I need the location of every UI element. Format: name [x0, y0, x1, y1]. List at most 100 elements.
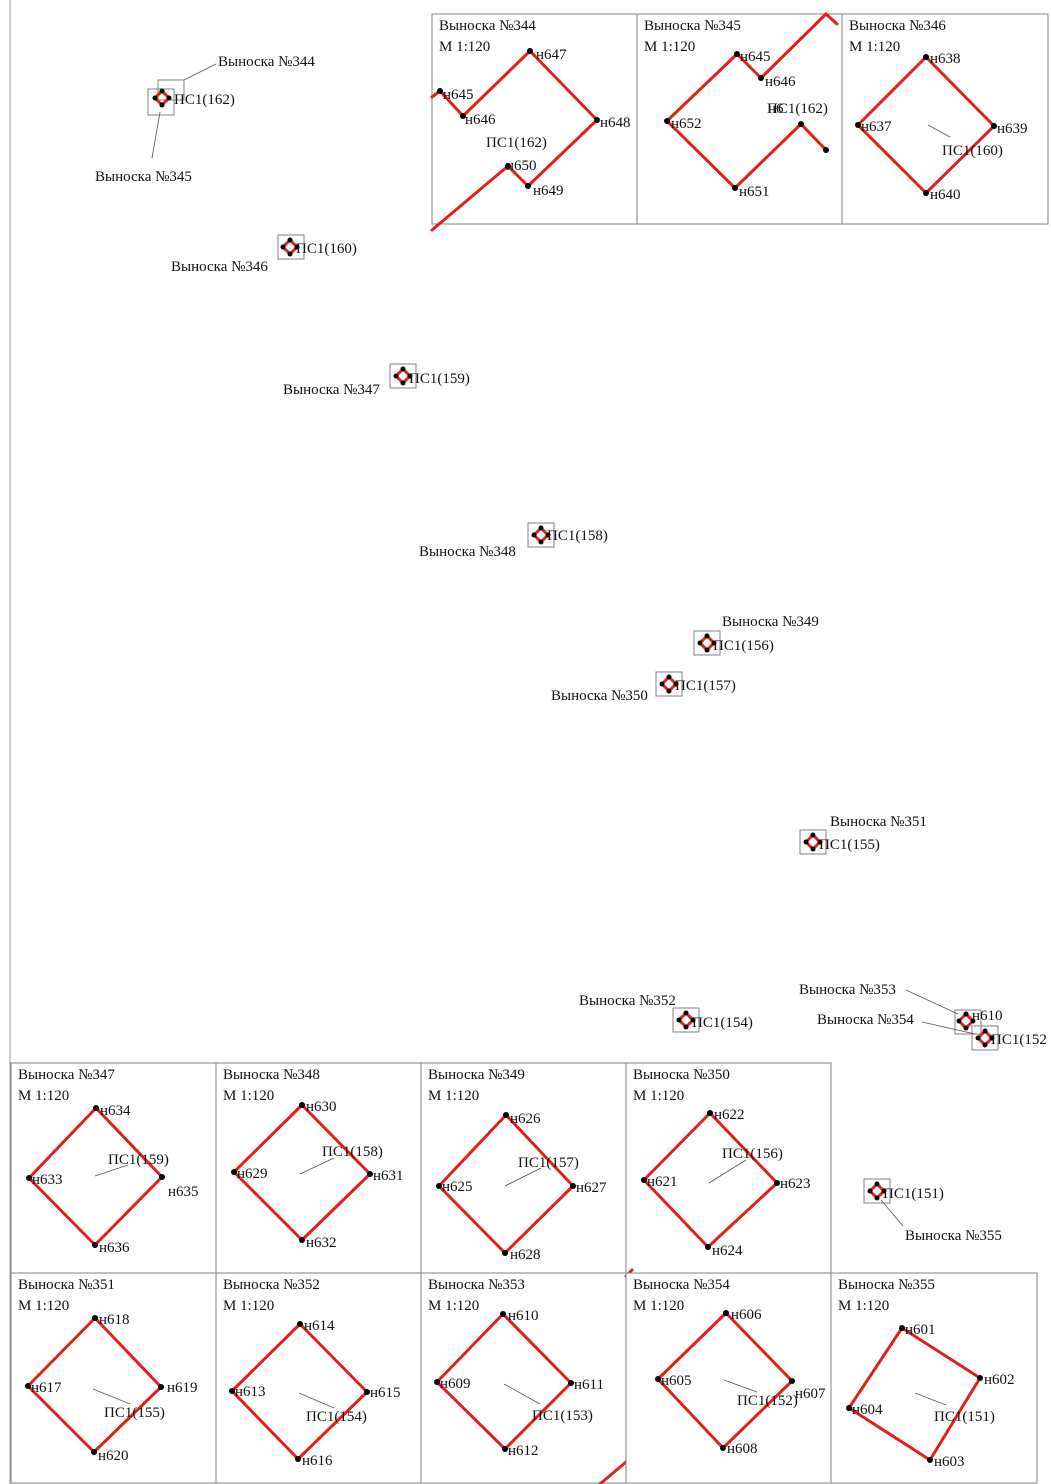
- parcel-boundary: [799, 122, 828, 152]
- plot-vertex: [817, 839, 823, 845]
- plot-label: ПС1(160): [296, 241, 357, 257]
- parcel-boundary: [93, 1316, 163, 1389]
- vertex-label: н646: [465, 112, 496, 128]
- plot-vertex: [704, 633, 710, 639]
- panel-title: Выноска №344: [439, 18, 536, 34]
- plot-vertex: [810, 832, 816, 838]
- parcel-boundary: [706, 1181, 779, 1249]
- vertex-label: н627: [576, 1180, 607, 1196]
- plot-vertex: [963, 1025, 969, 1031]
- plot-label: н610: [972, 1008, 1003, 1024]
- parcel-boundary: [437, 1184, 507, 1255]
- vertex-label: н612: [508, 1443, 539, 1459]
- vertex-label: н635: [168, 1184, 199, 1200]
- panel-title: Выноска №354: [633, 1277, 730, 1293]
- callout-label: Выноска №353: [799, 982, 896, 998]
- parcel-boundary: [230, 1389, 300, 1461]
- parcel-boundary: [435, 1312, 505, 1384]
- vertex-label: н634: [100, 1103, 131, 1119]
- overview-plot: ПС1(154): [672, 1007, 753, 1033]
- parcel-boundary: [300, 1103, 372, 1176]
- vertex-point: [437, 88, 443, 94]
- plot-label: ПС1(151): [883, 1186, 944, 1202]
- vertex-point: [923, 190, 929, 196]
- parcel-boundary: [847, 1326, 904, 1410]
- plot-vertex: [683, 1024, 689, 1030]
- plot-vertex: [803, 839, 809, 845]
- callout-panel: Выноска №347 М 1:120 н633 н634 н635 н636 ПС1(1…: [10, 1062, 217, 1274]
- vertex-point: [655, 1376, 661, 1382]
- plot-vertex: [874, 1181, 880, 1187]
- vertex-label: н601: [905, 1322, 936, 1338]
- plot-vertex: [982, 1028, 988, 1034]
- panel-frame: [431, 13, 638, 225]
- panel-scale: М 1:120: [223, 1298, 274, 1314]
- callout-label: Выноска №347: [283, 382, 380, 398]
- panel-scale: М 1:120: [428, 1088, 479, 1104]
- plot-label: ПС1(158): [547, 528, 608, 544]
- vertex-point: [295, 1456, 301, 1462]
- vertex-label: н628: [510, 1247, 541, 1263]
- parcel-label: ПС1(152): [737, 1393, 798, 1409]
- vertex-label: н648: [600, 115, 631, 131]
- callout-frame: [954, 1009, 982, 1035]
- plot-vertex: [810, 846, 816, 852]
- plot-vertex: [683, 1010, 689, 1016]
- vertex-label: н609: [440, 1376, 471, 1392]
- panel-scale: М 1:120: [633, 1088, 684, 1104]
- vertex-label: н619: [167, 1380, 198, 1396]
- parcel-leader: [503, 1383, 541, 1405]
- plot-vertex: [287, 237, 293, 243]
- callout-panel: Выноска №354 М 1:120 н605 н606 н607 н608 ПС1(1…: [625, 1272, 832, 1484]
- panel-scale: М 1:120: [428, 1298, 479, 1314]
- parcel-boundary: [430, 164, 510, 232]
- vertex-label: н620: [98, 1448, 129, 1464]
- plot-label: ПС1(155): [819, 837, 880, 853]
- vertex-label: н606: [731, 1307, 762, 1323]
- panel-frame: [10, 1062, 217, 1274]
- plot-vertex: [280, 244, 286, 250]
- callout-frame: [157, 79, 185, 101]
- plot-vertex: [711, 640, 717, 646]
- vertex-label: н630: [306, 1099, 337, 1115]
- parcel-boundary: [506, 164, 530, 188]
- panel-title: Выноска №349: [428, 1067, 525, 1083]
- parcel-boundary: [759, 12, 828, 80]
- callout-frame: [672, 1007, 700, 1033]
- parcel-boundary: [230, 1322, 302, 1393]
- vertex-point: [732, 185, 738, 191]
- parcel-boundary: [93, 1175, 164, 1247]
- plot-vertex: [287, 251, 293, 257]
- callout-frame: [277, 234, 305, 260]
- vertex-label: н636: [99, 1240, 130, 1256]
- vertex-point: [720, 1445, 726, 1451]
- parcel-boundary: [437, 1113, 508, 1188]
- vertex-point: [991, 123, 997, 129]
- vertex-point: [297, 1321, 303, 1327]
- parcel-boundary: [642, 1178, 710, 1249]
- vertex-label: н633: [32, 1172, 63, 1188]
- panel-frame: [10, 1272, 217, 1484]
- vertex-point: [899, 1325, 905, 1331]
- plot-vertex: [989, 1035, 995, 1041]
- plot-vertex: [531, 532, 537, 538]
- vertex-point: [299, 1237, 305, 1243]
- vertex-label: н647: [536, 47, 567, 63]
- parcel-boundary: [461, 49, 532, 118]
- vertex-point: [758, 75, 764, 81]
- plot-vertex: [538, 525, 544, 531]
- callout-frame: [389, 363, 417, 389]
- vertex-label: н632: [306, 1235, 337, 1251]
- plot-vertex: [545, 532, 551, 538]
- overview-plot: ПС1(162): [147, 79, 235, 116]
- vertex-label: н602: [984, 1372, 1015, 1388]
- plot-vertex: [975, 1035, 981, 1041]
- parcel-boundary: [94, 1106, 164, 1179]
- overview-map: ПС1(162) ПС1(160) ПС1(159) ПС1(158) ПС1(156)…: [95, 54, 1047, 1244]
- panel-scale: М 1:120: [849, 39, 900, 55]
- panel-frame: [841, 13, 1049, 225]
- parcel-boundary: [296, 1390, 369, 1461]
- plot-vertex: [659, 681, 665, 687]
- vertex-label: н617: [31, 1380, 62, 1396]
- plot-vertex: [159, 88, 165, 94]
